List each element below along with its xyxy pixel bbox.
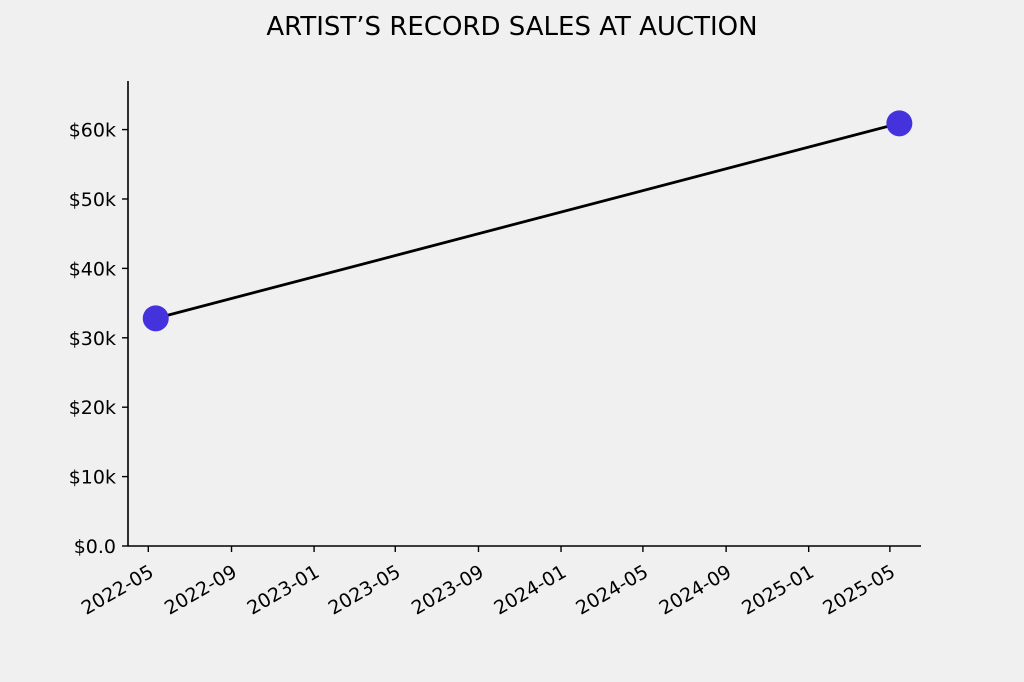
x-tick-label: 2024-01: [490, 561, 570, 620]
data-point: [142, 305, 169, 332]
x-tick-label: 2024-05: [572, 561, 652, 620]
x-tick-label: 2025-05: [819, 561, 899, 620]
y-tick-label: $40k: [69, 258, 116, 280]
chart-title: ARTIST’S RECORD SALES AT AUCTION: [266, 12, 757, 42]
y-tick-label: $60k: [69, 120, 116, 142]
x-tick-label: 2022-09: [161, 561, 241, 620]
y-tick-label: $20k: [69, 397, 116, 419]
x-tick-label: 2023-09: [408, 561, 488, 620]
x-tick-label: 2025-01: [738, 561, 818, 620]
y-tick-label: $50k: [69, 189, 116, 211]
axes: $0.0 $10k $20k $30k $40k $50k $60k 2022-05 2022-…: [69, 81, 921, 620]
x-tick-label: 2023-01: [243, 561, 323, 620]
series-line: [155, 121, 900, 320]
data-point: [886, 110, 913, 137]
plot-area: [142, 110, 913, 332]
x-tick-label: 2024-09: [656, 561, 736, 620]
y-tick-label: $30k: [69, 328, 116, 350]
x-tick-label: 2023-05: [325, 561, 405, 620]
x-tick-label: 2022-05: [78, 561, 158, 620]
y-tick-label: $10k: [69, 467, 116, 489]
y-tick-label: $0.0: [74, 536, 116, 558]
